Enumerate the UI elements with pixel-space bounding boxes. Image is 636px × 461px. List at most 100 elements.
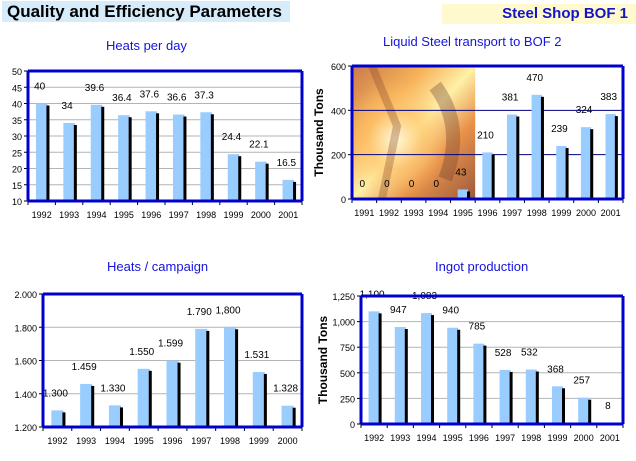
bar-shadow [46,105,50,201]
y-tick-label: 25 [12,148,22,158]
data-label: 785 [469,322,486,333]
data-label: 40 [34,82,46,93]
data-label: 532 [521,348,538,359]
page-subtitle: Steel Shop BOF 1 [502,5,628,22]
bar-shadow [293,181,297,201]
data-label: 39.6 [85,83,105,94]
bar-shadow [148,370,152,427]
x-tick-label: 1998 [196,210,216,220]
x-tick-label: 1998 [527,208,547,218]
bar [255,161,267,201]
x-tick-label: 1997 [502,208,522,218]
bar [281,405,294,427]
bar-shadow [431,315,435,424]
bar [172,114,185,201]
data-label: 8 [605,401,611,412]
x-tick-label: 1993 [390,433,410,443]
bar [227,154,240,201]
bar-shadow [404,329,408,424]
bar-shadow [91,385,95,427]
y-tick-label: 1.400 [14,390,37,400]
x-tick-label: 1994 [86,210,106,220]
y-tick-label: 10 [12,197,22,207]
bar-shadow [535,371,539,424]
y-tick-label: 50 [12,67,22,77]
data-label: 324 [576,105,593,116]
x-tick-label: 2001 [601,208,621,218]
bar [200,112,212,201]
data-label: 36.6 [167,93,187,104]
data-label: 239 [551,124,568,135]
bar-shadow [177,362,181,427]
x-tick-label: 1996 [477,208,497,218]
y-tick-label: 1,250 [332,292,355,302]
data-label: 1.330 [100,383,125,394]
x-tick-label: 1996 [141,210,161,220]
bar-shadow [210,114,214,201]
y-tick-label: 200 [331,151,346,161]
bar-shadow [156,113,160,201]
x-tick-label: 1997 [169,210,189,220]
bar [578,397,590,424]
bar [551,386,564,424]
chart-heats-per-campaign: 1.2001.4001.6001.8002.0001.30019921.4591… [14,290,304,446]
x-tick-label: 1992 [32,210,52,220]
bar [63,123,75,201]
x-tick-label: 2000 [576,208,596,218]
bar [224,327,237,427]
y-tick-label: 20 [12,165,22,175]
data-label: 257 [573,376,590,387]
bar-shadow [183,116,187,201]
data-label: 1.328 [273,384,298,395]
data-label: 383 [600,92,617,103]
bar [90,104,103,201]
y-tick-label: 30 [12,132,22,142]
bar-shadow [467,191,471,199]
header-title-banner: Quality and Efficiency Parameters [2,1,290,22]
bar [447,327,459,424]
y-tick-label: 35 [12,116,22,126]
bar [605,114,616,199]
y-tick-label: 2.000 [14,290,37,300]
x-tick-label: 1992 [364,433,384,443]
x-tick-label: 1991 [354,208,374,218]
y-tick-label: 1.600 [14,357,37,367]
bar [195,328,208,427]
bar-shadow [119,407,123,427]
bar-shadow [378,313,382,424]
bar [580,127,592,199]
x-tick-label: 2000 [574,433,594,443]
data-label: 1.599 [158,339,183,350]
data-label: 1.300 [43,388,68,399]
chart-title-ingot-production: Ingot production [435,259,529,274]
background-photo-shape [368,64,402,200]
x-tick-label: 1994 [428,208,448,218]
data-label: 34 [62,101,74,112]
bar-shadow [614,116,618,199]
x-tick-label: 2000 [278,436,298,446]
bar [506,114,518,199]
x-tick-label: 1997 [191,436,211,446]
bar [394,327,406,424]
data-label: 37.3 [194,90,214,101]
bar-shadow [235,329,239,427]
x-tick-label: 1992 [47,436,67,446]
x-tick-label: 1999 [223,210,243,220]
x-tick-label: 1998 [521,433,541,443]
bar [499,369,511,424]
data-label: 0 [360,179,366,190]
background-photo-shape [429,81,461,182]
data-label: 0 [433,179,439,190]
bar-shadow [62,412,66,427]
data-label: 43 [455,167,467,178]
data-label: 36.4 [112,93,132,104]
data-label: 947 [390,305,407,316]
x-tick-label: 1995 [134,436,154,446]
bar-shadow [540,96,544,199]
bar [556,146,567,199]
data-label: 37.6 [140,89,160,100]
x-tick-label: 1994 [105,436,125,446]
data-label: 210 [477,130,494,141]
data-label: 24.4 [222,132,242,143]
